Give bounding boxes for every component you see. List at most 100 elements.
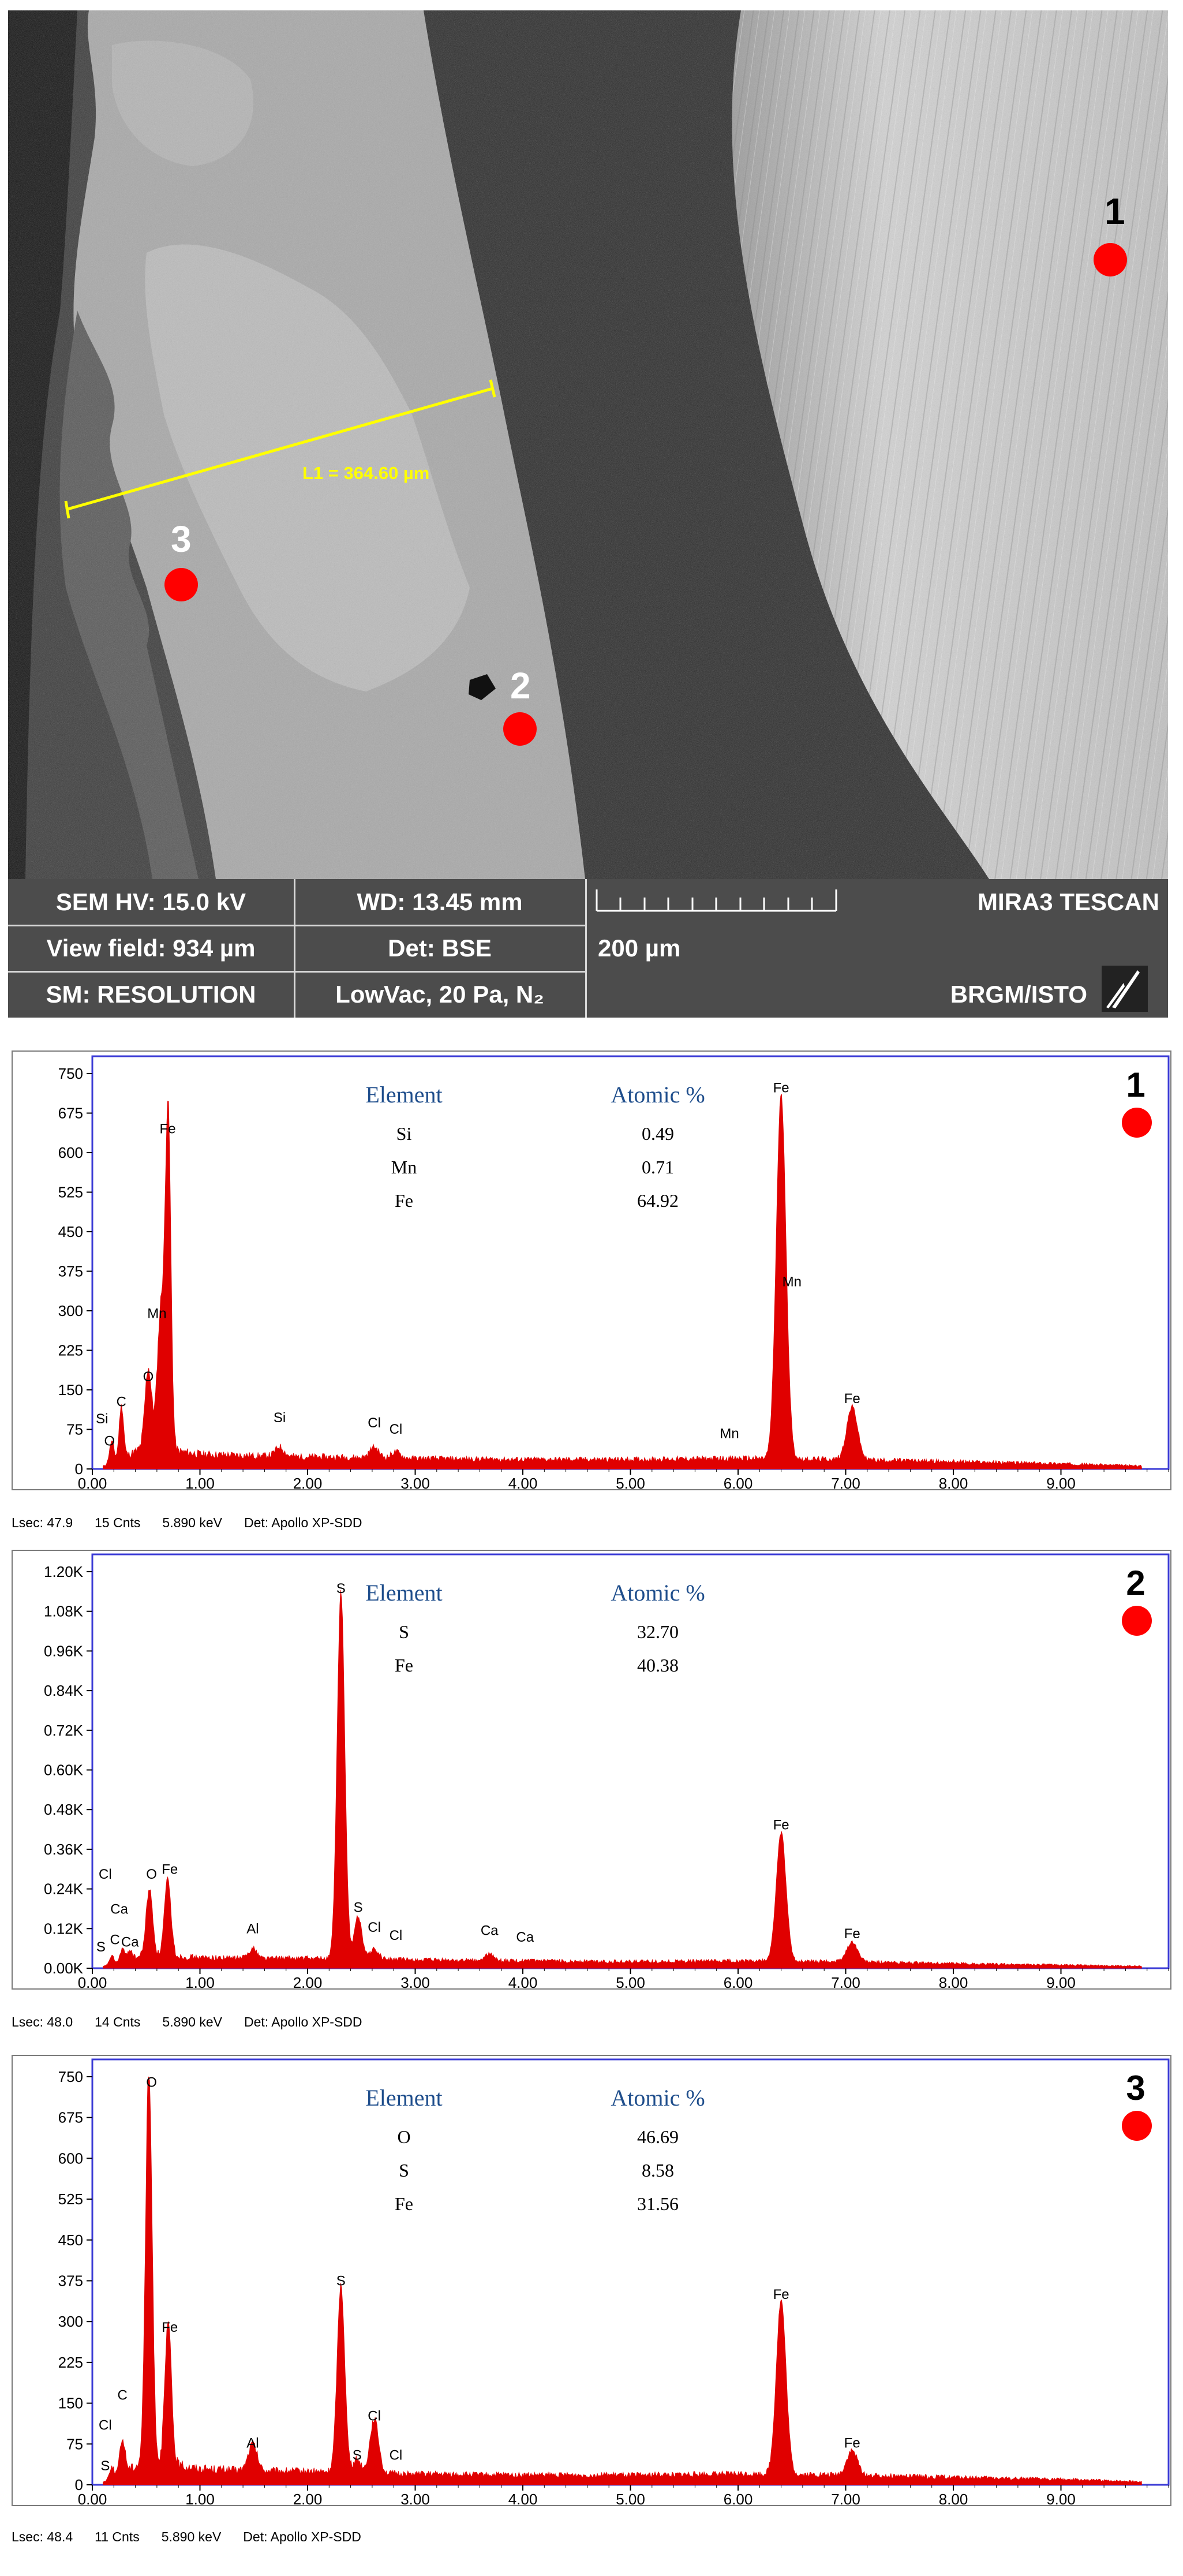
x-tick-label: 2.00 xyxy=(293,2491,323,2508)
peak-label: O xyxy=(104,1433,115,1449)
peak-label: S xyxy=(336,1581,346,1597)
y-tick-label: 450 xyxy=(58,2231,83,2249)
peak-label: Ca xyxy=(481,1923,499,1938)
y-tick-label: 675 xyxy=(58,2109,83,2126)
live-time: Lsec: 47.9 xyxy=(12,1515,73,1530)
point-marker xyxy=(1122,1108,1152,1138)
measure-label: L1 = 364.60 µm xyxy=(302,463,429,483)
peak-label: Cl xyxy=(368,1415,381,1431)
table-header-element: Element xyxy=(365,1082,442,1108)
spectrum-panel-3: 750 675 600 525 450 375 300 225 150 75 0 0.00 1.00 2.… xyxy=(12,2055,1171,2551)
y-tick-label: 0.12K xyxy=(44,1920,84,1937)
y-tick-label: 0.48K xyxy=(44,1801,84,1818)
y-tick-label: 75 xyxy=(66,1421,83,1438)
y-tick-label: 300 xyxy=(58,1302,83,1319)
x-tick-label: 8.00 xyxy=(939,1475,968,1492)
x-tick-label: 7.00 xyxy=(831,2491,860,2508)
x-tick-label: 4.00 xyxy=(508,1974,538,1991)
x-tick-label: 5.00 xyxy=(616,1475,645,1492)
y-tick-label: 300 xyxy=(58,2313,83,2330)
counts: 15 Cnts xyxy=(95,1515,141,1530)
y-tick-label: 0.84K xyxy=(44,1682,84,1699)
peak-label: S xyxy=(100,2458,110,2474)
table-header-element: Element xyxy=(365,1580,442,1606)
peak-label: S xyxy=(336,2274,346,2289)
x-tick-label: 1.00 xyxy=(185,1475,215,1492)
table-cell-atomic: 8.58 xyxy=(642,2160,674,2181)
point-number-3: 3 xyxy=(171,518,192,560)
peak-label: Fe xyxy=(844,1391,860,1407)
point-number-1: 1 xyxy=(1105,190,1125,232)
view-field-value: View field: 934 µm xyxy=(46,934,256,962)
panel-frame xyxy=(12,1550,1171,1990)
spectrum-area xyxy=(103,1094,1142,1470)
x-tick-label: 4.00 xyxy=(508,1475,538,1492)
cursor-energy: 5.890 keV xyxy=(162,2014,222,2029)
x-tick-label: 9.00 xyxy=(1046,1475,1076,1492)
cursor-energy: 5.890 keV xyxy=(162,1515,222,1530)
peak-label: C xyxy=(110,1932,119,1948)
y-tick-label: 1.08K xyxy=(44,1603,84,1620)
detector: Det: Apollo XP-SDD xyxy=(244,1515,362,1530)
detector: Det: Apollo XP-SDD xyxy=(244,2014,362,2029)
peak-label: Mn xyxy=(783,1274,802,1289)
peak-label: C xyxy=(117,1394,126,1410)
table-cell-element: Mn xyxy=(391,1157,417,1177)
peak-label: O xyxy=(143,1369,154,1385)
y-tick-label: 150 xyxy=(58,2395,83,2412)
point-marker-2 xyxy=(503,712,537,746)
table-cell-element: O xyxy=(397,2126,410,2147)
x-tick-label: 6.00 xyxy=(724,1475,753,1492)
table-cell-atomic: 0.71 xyxy=(642,1157,674,1177)
spectrum-panel-2: 1.20K 1.08K 0.96K 0.84K 0.72K 0.60K 0.48K 0.36K… xyxy=(12,1550,1171,2035)
sem-image-graphic: L1 = 364.60 µm 1 2 3 xyxy=(8,10,1168,879)
footer-divider xyxy=(8,925,585,926)
y-tick-label: 450 xyxy=(58,1223,83,1240)
x-tick-label: 1.00 xyxy=(185,1974,215,1991)
y-tick-label: 375 xyxy=(58,2272,83,2290)
point-marker-1 xyxy=(1094,243,1127,276)
y-tick-label: 600 xyxy=(58,1144,83,1161)
spectrum-status-2: Lsec: 48.0 14 Cnts 5.890 keV Det: Apollo XP… xyxy=(12,2014,384,2030)
x-tick-label: 9.00 xyxy=(1046,1974,1076,1991)
peak-label: Mn xyxy=(147,1306,166,1321)
y-tick-label: 0.00K xyxy=(44,1960,84,1977)
x-tick-label: 5.00 xyxy=(616,1974,645,1991)
peak-label: Ca xyxy=(516,1930,534,1945)
footer-divider xyxy=(8,971,585,973)
spectrum-area xyxy=(103,2076,1142,2485)
table-cell-element: Fe xyxy=(395,1190,413,1211)
table-cell-atomic: 46.69 xyxy=(637,2126,679,2147)
peak-label: Si xyxy=(274,1410,286,1426)
detector: Det: Apollo XP-SDD xyxy=(243,2529,361,2544)
eds-spectrum-2: 1.20K 1.08K 0.96K 0.84K 0.72K 0.60K 0.48K 0.36K… xyxy=(12,1550,1171,1991)
panel-frame xyxy=(12,1050,1171,1490)
x-tick-label: 4.00 xyxy=(508,2491,538,2508)
y-tick-label: 150 xyxy=(58,1381,83,1399)
element-table: Element Atomic % O 46.69 S 8.58 Fe 31.56 xyxy=(365,2085,705,2214)
y-tick-label: 375 xyxy=(58,1263,83,1280)
hv-value: SEM HV: 15.0 kV xyxy=(55,888,246,915)
x-tick-label: 5.00 xyxy=(616,2491,645,2508)
element-table: Element Atomic % S 32.70 Fe 40.38 xyxy=(365,1580,705,1676)
spectrum-status-1: Lsec: 47.9 15 Cnts 5.890 keV Det: Apollo XP… xyxy=(12,1515,384,1531)
peak-label: Mn xyxy=(720,1426,739,1442)
y-tick-label: 750 xyxy=(58,2068,83,2085)
table-cell-atomic: 40.38 xyxy=(637,1655,679,1676)
x-tick-label: 3.00 xyxy=(400,1475,430,1492)
peak-label: Fe xyxy=(773,1080,789,1096)
x-tick-label: 8.00 xyxy=(939,2491,968,2508)
y-tick-label: 0.96K xyxy=(44,1642,84,1659)
peak-label: Fe xyxy=(844,2436,860,2451)
x-tick-label: 6.00 xyxy=(724,1974,753,1991)
peak-label: O xyxy=(146,2075,157,2091)
element-table: Element Atomic % Si 0.49 Mn 0.71 Fe 64.92 xyxy=(365,1082,705,1211)
live-time: Lsec: 48.0 xyxy=(12,2014,73,2029)
peak-label: Cl xyxy=(99,2417,112,2433)
y-tick-label: 675 xyxy=(58,1105,83,1122)
counts: 14 Cnts xyxy=(95,2014,141,2029)
measure-line xyxy=(65,387,493,511)
x-tick-label: 0.00 xyxy=(78,1974,107,1991)
